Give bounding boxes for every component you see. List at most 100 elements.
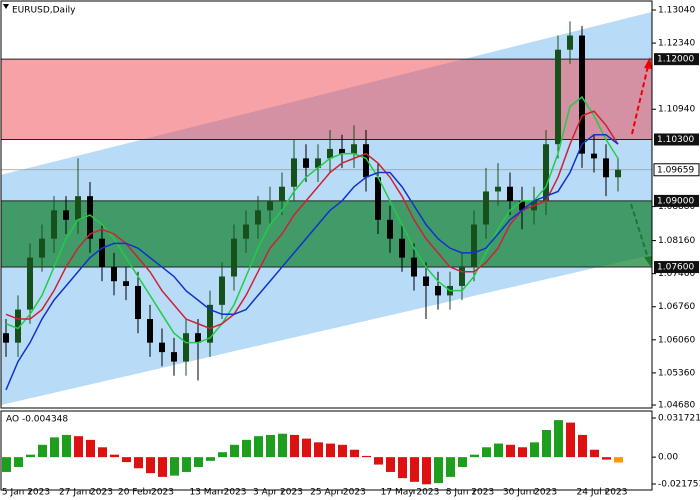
candle-body: [99, 238, 105, 268]
up-arrow-head: [644, 57, 652, 69]
ao-bar: [362, 455, 371, 458]
ao-bar: [158, 457, 167, 477]
candle-body: [579, 35, 585, 154]
indicator-tick-label: -0.021753: [658, 479, 700, 489]
candle-body: [483, 191, 489, 225]
ao-bar: [290, 434, 299, 458]
ao-bar: [98, 447, 107, 458]
ao-bar: [530, 442, 539, 458]
ao-bar: [206, 457, 215, 461]
ao-bar: [434, 457, 443, 484]
ao-bar: [494, 443, 503, 458]
indicator-frame: [0, 410, 653, 491]
ao-bar: [518, 447, 527, 458]
candle-body: [147, 319, 153, 343]
ao-bar: [50, 437, 59, 458]
level-box: [654, 194, 699, 207]
candle-body: [183, 333, 189, 362]
ao-bar: [350, 449, 359, 458]
ao-bar: [338, 444, 347, 458]
moving-average: [5, 134, 619, 391]
x-tick-label: 25 Apr 2023: [310, 488, 366, 498]
candle-body: [291, 158, 297, 187]
candle-body: [495, 186, 501, 192]
y-tick-label: 1.04680: [658, 401, 695, 411]
candle-body: [519, 200, 525, 211]
candle-body: [303, 158, 309, 168]
ao-bar: [398, 457, 407, 479]
ao-bar: [614, 457, 623, 463]
candle-body: [435, 285, 441, 296]
ao-bar: [266, 434, 275, 458]
x-tick-label: 3 Apr 2023: [253, 488, 303, 498]
y-tick-label: 1.10940: [658, 105, 695, 115]
candle-body: [51, 210, 57, 239]
ao-bar: [182, 457, 191, 472]
candle-body: [243, 224, 249, 239]
y-tick-label: 1.07460: [658, 269, 695, 279]
ao-bar: [410, 457, 419, 482]
level-label: 1.12000: [657, 55, 694, 65]
x-tick-label: 20 Feb 2023: [118, 488, 174, 498]
ao-bar: [74, 436, 83, 458]
ao-bar: [482, 447, 491, 458]
candle-body: [399, 238, 405, 258]
indicator-label: AO -0.004348: [6, 415, 68, 425]
ao-bar: [554, 420, 563, 458]
up-arrow: [631, 65, 649, 135]
level-label: 1.09000: [657, 196, 694, 206]
candle-body: [603, 158, 609, 178]
candle-body: [231, 238, 237, 277]
candle-body: [615, 169, 621, 178]
candle-body: [111, 267, 117, 282]
ao-bar: [374, 457, 383, 465]
ao-bar: [590, 449, 599, 458]
ao-bar: [230, 444, 239, 458]
y-tick-label: 1.08160: [658, 236, 695, 246]
candle-body: [351, 144, 357, 154]
ao-bar: [194, 457, 203, 468]
ao-bar: [314, 442, 323, 458]
candle-body: [255, 210, 261, 225]
y-tick-label: 1.12340: [658, 39, 695, 49]
candle-body: [315, 158, 321, 168]
level-box: [654, 133, 699, 146]
ao-bar: [170, 457, 179, 476]
ao-bar: [278, 433, 287, 458]
x-tick-label: 5 Jan 2023: [2, 488, 50, 498]
candle-body: [159, 342, 165, 353]
ao-bar: [26, 454, 35, 458]
candle-body: [75, 196, 81, 220]
ao-bar: [254, 436, 263, 458]
candle-body: [15, 309, 21, 343]
candle-body: [207, 304, 213, 343]
y-tick-label: 1.06060: [658, 335, 695, 345]
ao-bar: [110, 454, 119, 458]
candle-body: [135, 285, 141, 320]
ao-bar: [146, 457, 155, 474]
indicator-tick-label: 0.031721: [658, 413, 700, 423]
x-tick-label: 8 Jun 2023: [446, 488, 494, 498]
candle-body: [543, 144, 549, 201]
y-tick-label: 1.08880: [658, 202, 695, 212]
moving-average: [5, 110, 619, 330]
down-arrow-head: [644, 256, 652, 267]
ao-bar: [578, 434, 587, 458]
x-tick-label: 30 Jun 2023: [503, 488, 557, 498]
ao-bar: [446, 457, 455, 477]
zone: [1, 200, 652, 268]
x-tick-label: 27 Jan 2023: [59, 488, 113, 498]
level-box: [654, 53, 699, 66]
ao-bar: [134, 457, 143, 469]
candle-body: [459, 267, 465, 286]
candle-body: [87, 196, 93, 239]
candle-body: [3, 333, 9, 343]
current-price-label: 1.09659: [657, 165, 694, 175]
ao-bar: [302, 438, 311, 458]
ao-bar: [86, 439, 95, 458]
ao-bar: [242, 439, 251, 458]
candle-body: [123, 281, 129, 286]
current-price-box: [653, 163, 700, 177]
level-label: 1.07600: [657, 263, 694, 273]
candle-body: [471, 224, 477, 268]
